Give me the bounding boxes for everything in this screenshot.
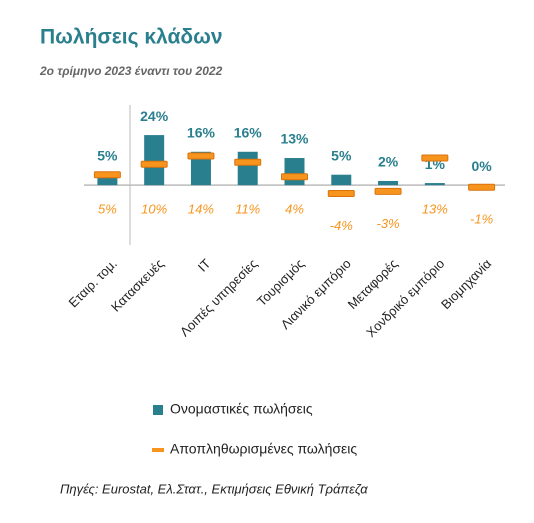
- marker-value-label: -3%: [376, 216, 399, 231]
- legend-label: Ονομαστικές πωλήσεις: [170, 401, 313, 417]
- bar-value-label: 0%: [471, 158, 492, 174]
- source-note: Πηγές: Eurostat, Ελ.Στατ., Εκτιμήσεις Εθ…: [60, 481, 368, 496]
- bar: [144, 135, 165, 186]
- legend-label: Αποπληθωρισμένες πωλήσεις: [170, 441, 357, 457]
- marker-value-label: -1%: [470, 212, 493, 227]
- legend-swatch: [152, 448, 164, 452]
- bar-value-label: 24%: [140, 108, 169, 124]
- x-tick-label: Λοιπές υπηρεσίες: [177, 256, 260, 339]
- marker-value-label: 4%: [285, 202, 304, 217]
- bar-value-label: 16%: [234, 124, 263, 140]
- marker: [374, 187, 402, 195]
- marker-value-label: -4%: [330, 218, 353, 233]
- x-tick-label: Βιομηχανία: [438, 256, 494, 312]
- bar: [284, 158, 305, 186]
- bar: [331, 174, 352, 186]
- bar: [190, 151, 211, 186]
- x-tick-label: Χονδρικό εμπόριο: [363, 256, 447, 340]
- legend-swatch: [153, 405, 163, 415]
- marker: [327, 189, 355, 197]
- marker: [281, 173, 308, 181]
- marker-value-label: 11%: [235, 202, 260, 217]
- bar-value-label: 5%: [97, 147, 118, 163]
- bar-value-label: 13%: [280, 131, 309, 147]
- marker: [234, 158, 262, 166]
- x-tick-label: IT: [195, 256, 214, 275]
- chart-subtitle: 2ο τρίμηνο 2023 έναντι του 2022: [39, 64, 223, 78]
- marker: [93, 171, 121, 179]
- bar: [424, 183, 445, 186]
- marker: [468, 183, 496, 191]
- bar: [237, 151, 258, 186]
- bar: [378, 180, 399, 186]
- marker-value-label: 5%: [98, 202, 117, 217]
- bar: [97, 174, 118, 186]
- bar-value-label: 16%: [187, 124, 216, 140]
- bar-value-label: 2%: [378, 154, 399, 170]
- marker: [421, 154, 449, 162]
- marker-value-label: 10%: [141, 202, 167, 217]
- marker-value-label: 13%: [422, 202, 448, 217]
- marker-value-label: 14%: [188, 202, 214, 217]
- chart-title: Πωλήσεις κλάδων: [40, 26, 223, 49]
- bar-value-label: 5%: [331, 147, 352, 163]
- marker: [187, 152, 215, 160]
- marker: [140, 160, 168, 168]
